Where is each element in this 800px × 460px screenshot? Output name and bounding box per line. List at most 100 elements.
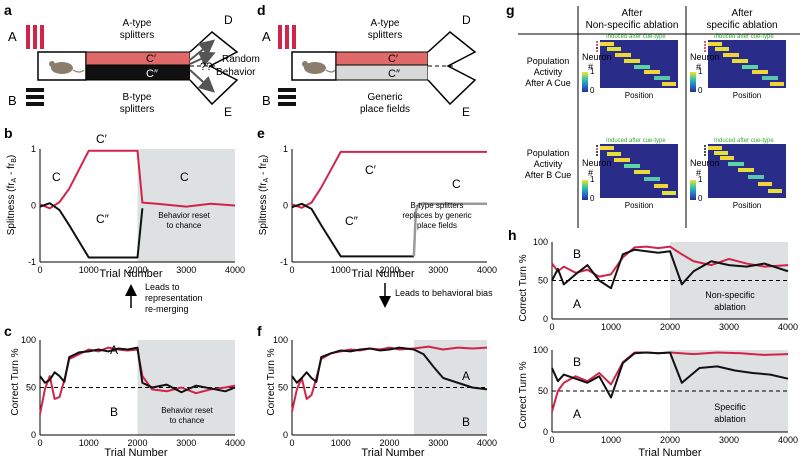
neuron-label: Neuron	[690, 52, 720, 62]
x-axis-label: Trial Number	[99, 268, 162, 280]
arm-e-label-d: E	[462, 105, 470, 119]
maze-schematic-a: A B A-type splitters B-type splitters C′…	[8, 13, 260, 119]
cbar-top: 1	[698, 67, 703, 76]
row-header-1b: Activity	[534, 67, 563, 77]
a-splitters-label-d-2: splitters	[368, 30, 402, 41]
y-tick-label: 0	[31, 201, 36, 211]
colorbar	[582, 180, 588, 200]
y-tick-label: 0	[283, 201, 288, 211]
row-header-1: Population	[527, 56, 570, 66]
chart-h-non-specific: 100 50 0 0 1000 2000 3000 4000 Correct T…	[518, 237, 798, 332]
behavior-label: Behavior	[216, 67, 256, 78]
series-layer	[39, 149, 236, 259]
series-line-1	[39, 149, 236, 210]
annot-note-3: place fields	[417, 221, 457, 230]
y-tick-label: 0	[543, 427, 548, 437]
induced-label: Induced after cue-type	[606, 34, 666, 40]
series-line-2	[551, 248, 789, 290]
c-dprime-track	[85, 64, 191, 81]
cue-b-label: B	[8, 93, 17, 108]
panel-g-grid: After Non-specific ablation After specif…	[518, 6, 800, 228]
annot-note-2: replaces by generic	[402, 211, 471, 220]
series-layer	[551, 245, 789, 290]
annot-note-1: B-type splitters	[411, 201, 464, 210]
marker-dots	[596, 41, 598, 52]
generic-label-2: place fields	[360, 104, 410, 115]
marker-dots	[704, 41, 706, 52]
x-tick-label: 0	[549, 435, 554, 445]
x-tick-label: 0	[37, 438, 42, 448]
annot-c-left: C	[52, 170, 61, 184]
y-tick-label: 50	[538, 386, 548, 396]
x-tick-label: 1000	[601, 435, 621, 445]
annot-box-2: ablation	[714, 414, 746, 424]
x-tick-label: 4000	[225, 438, 245, 448]
b-splitters-label: B-type	[123, 92, 152, 103]
y-axis-label: Correct Turn %	[10, 348, 21, 415]
shade-region	[137, 149, 235, 262]
x-tick-label: 0	[549, 322, 554, 332]
y-axis-label: Correct Turn %	[266, 348, 277, 415]
x-tick-label: 0	[37, 265, 42, 275]
arrow-to-d	[189, 39, 216, 61]
series-line-3	[412, 201, 487, 257]
y-tick-label: 1	[283, 144, 288, 154]
x-tick-label: 4000	[778, 322, 798, 332]
x-tick-label: 1000	[331, 438, 351, 448]
heatmap-b-nonspecific: Induced after cue-type 1 0 Neuro	[582, 138, 678, 210]
x-axis-label: Trial Number	[104, 447, 167, 459]
generic-label: Generic	[367, 92, 402, 103]
arrow-to-d2	[189, 51, 216, 67]
x-tick-label: 2000	[660, 435, 680, 445]
annot-reset-1: Behavior reset	[158, 211, 210, 220]
induced-label: Induced after cue-type	[714, 138, 774, 144]
annot-reset-2: to chance	[170, 416, 205, 425]
c-dprime-label: C″	[146, 68, 158, 80]
position-label: Position	[625, 91, 653, 100]
random-label: Random	[222, 54, 260, 65]
chart-h-specific: 100 50 0 0 1000 2000 3000 4000 Trial Num…	[518, 345, 798, 459]
series-line-2	[551, 351, 789, 399]
x-tick-label: 0	[289, 265, 294, 275]
x-axis-label: Trial Number	[361, 447, 424, 459]
cue-a-stripes-d	[278, 25, 296, 49]
neuron-label: Neuron	[690, 158, 720, 168]
cue-b-stripes	[26, 88, 44, 106]
annot-a: A	[573, 297, 581, 311]
c-prime-track	[85, 51, 191, 66]
row-header-2c: After B Cue	[525, 170, 572, 180]
y-axis-label: Splitness (frA - frB)	[258, 155, 270, 235]
cue-a-stripes	[26, 25, 44, 49]
y-tick-label: 100	[533, 345, 548, 355]
neuron-label: Neuron	[582, 52, 612, 62]
cue-b-label-d: B	[262, 93, 271, 108]
annot-c-right: C	[452, 177, 461, 191]
marker-dots	[704, 145, 706, 156]
cbar-bottom: 0	[590, 194, 595, 203]
y-axis-label: Correct Turn %	[518, 361, 529, 428]
y-tick-label: -1	[28, 257, 36, 267]
leads-to-line2: representation	[145, 293, 203, 303]
x-tick-label: 4000	[778, 435, 798, 445]
series-layer	[291, 345, 488, 412]
row-header-2: Population	[527, 148, 570, 158]
leads-to-remerging: Leads to representation re-merging	[125, 282, 203, 314]
series-layer	[551, 351, 789, 412]
y-tick-label: 0	[283, 430, 288, 440]
position-label: Position	[733, 91, 761, 100]
arrow-to-e	[189, 69, 215, 93]
heatmap-a-specific: Induced after cue-type 1 0 Neuro	[690, 34, 786, 100]
y-tick-label: 50	[26, 383, 36, 393]
annot-reset-2: to chance	[167, 221, 202, 230]
annot-box-1: Specific	[714, 402, 746, 412]
c-prime-label-d: C′	[388, 53, 398, 65]
x-axis-label: Trial Number	[638, 447, 701, 459]
x-tick-label: 3000	[176, 438, 196, 448]
x-tick-label: 2000	[379, 438, 399, 448]
annot-c-prime: C′	[365, 163, 377, 177]
y-tick-label: 50	[278, 383, 288, 393]
maze-schematic-d: A B A-type splitters Generic place field…	[262, 13, 477, 119]
induced-label: Induced after cue-type	[714, 34, 774, 40]
x-tick-label: 2000	[379, 265, 399, 275]
activity-band	[600, 42, 676, 86]
